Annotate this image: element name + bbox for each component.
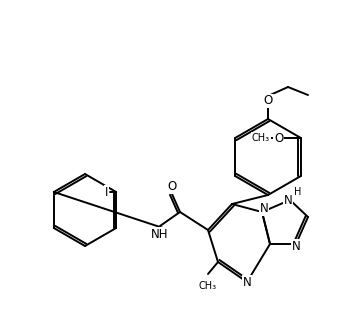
Text: O: O bbox=[167, 181, 177, 193]
Text: N: N bbox=[292, 240, 300, 252]
Text: CH₃: CH₃ bbox=[199, 281, 217, 291]
Text: N: N bbox=[243, 275, 251, 289]
Text: NH: NH bbox=[151, 227, 169, 241]
Text: N: N bbox=[284, 193, 292, 207]
Text: O: O bbox=[274, 131, 284, 144]
Text: N: N bbox=[260, 202, 268, 216]
Text: I: I bbox=[105, 186, 108, 198]
Text: O: O bbox=[263, 95, 272, 108]
Text: CH₃: CH₃ bbox=[252, 133, 270, 143]
Text: H: H bbox=[294, 187, 302, 197]
